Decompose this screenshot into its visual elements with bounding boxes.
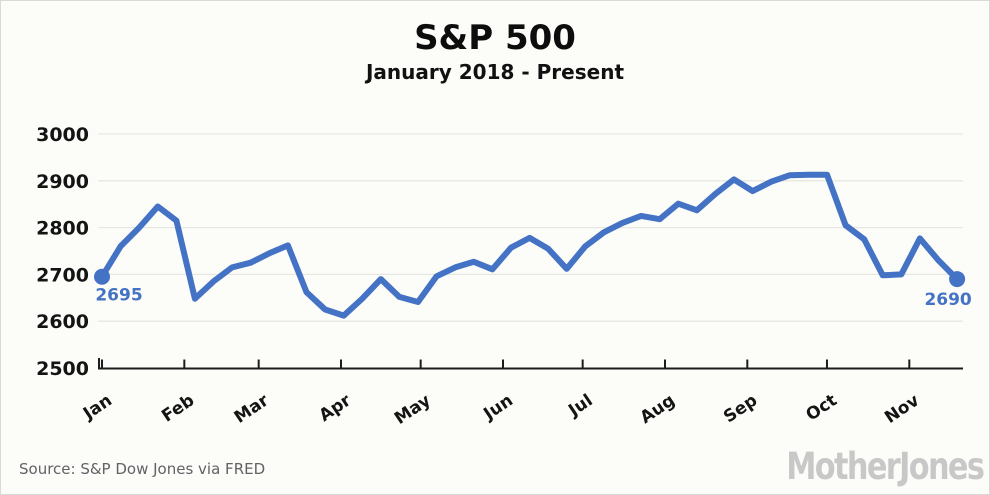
y-axis-label: 2900 <box>36 171 89 193</box>
data-point-marker <box>94 268 110 285</box>
page-title: S&P 500 <box>414 18 576 58</box>
data-point-marker <box>949 271 966 288</box>
y-axis-label: 2800 <box>36 218 89 240</box>
x-axis-label: Mar <box>231 390 273 427</box>
x-axis-label: Feb <box>158 391 198 427</box>
y-axis-label: 2700 <box>36 264 89 286</box>
x-axis-label: Oct <box>803 391 841 426</box>
y-axis-label: 2600 <box>36 311 89 333</box>
y-axis-label: 2500 <box>36 358 89 380</box>
y-axis-label: 3000 <box>36 124 89 146</box>
x-axis-label: Apr <box>316 390 356 426</box>
x-axis-label: Nov <box>881 391 923 428</box>
x-axis-label: Sep <box>720 391 761 428</box>
data-point-label: 2690 <box>924 290 971 310</box>
x-axis-label: May <box>391 391 434 429</box>
x-axis-label: Jan <box>79 391 116 425</box>
source-credit: Source: S&P Dow Jones via FRED <box>19 460 266 478</box>
page-subtitle: January 2018 - Present <box>365 60 625 84</box>
motherjones-logo: MotherJones <box>785 445 985 488</box>
data-point-label: 2695 <box>95 286 142 306</box>
sp500-series-line <box>99 171 961 319</box>
x-axis-label: Jul <box>564 391 596 422</box>
x-axis-label: Aug <box>637 391 679 429</box>
x-axis-label: Jun <box>479 391 516 425</box>
sp500-line-chart: 2500 2600 2700 2800 2900 3000 Jan Feb Mar Apr May J… <box>36 124 972 429</box>
